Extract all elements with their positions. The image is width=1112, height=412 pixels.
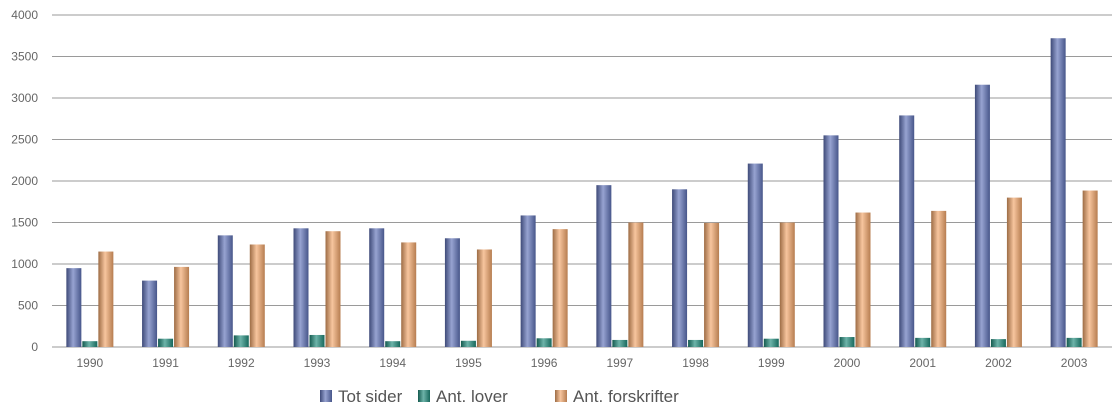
x-tick-label: 1995 xyxy=(455,356,482,370)
bar-tot-sider-1992 xyxy=(217,235,233,347)
bar-ant-forskrifter-2000 xyxy=(855,212,871,347)
bar-ant-lover-1991 xyxy=(158,338,174,347)
bar-tot-sider-1991 xyxy=(142,280,158,347)
x-tick-label: 1996 xyxy=(531,356,558,370)
bar-tot-sider-1994 xyxy=(369,228,385,347)
x-tick-label: 1998 xyxy=(682,356,709,370)
bar-ant-lover-1996 xyxy=(536,338,552,347)
y-tick-label: 1500 xyxy=(11,216,38,230)
legend-label: Ant. forskrifter xyxy=(573,387,679,406)
legend-swatch xyxy=(418,390,430,402)
legend-swatch xyxy=(555,390,567,402)
bar-ant-lover-1998 xyxy=(688,339,704,347)
bar-ant-lover-1992 xyxy=(233,335,249,347)
bar-ant-forskrifter-2003 xyxy=(1082,190,1098,347)
y-tick-label: 4000 xyxy=(11,8,38,22)
bar-ant-forskrifter-1992 xyxy=(249,244,265,347)
y-tick-label: 3000 xyxy=(11,91,38,105)
x-tick-label: 1997 xyxy=(607,356,634,370)
bar-tot-sider-1997 xyxy=(596,185,612,347)
x-tick-label: 1992 xyxy=(228,356,255,370)
bar-ant-forskrifter-2002 xyxy=(1006,197,1022,347)
bar-ant-lover-1994 xyxy=(385,341,401,347)
bar-ant-lover-1999 xyxy=(763,338,779,347)
bars xyxy=(66,38,1098,348)
y-axis-ticks: 0 500 1000 1500 2000 2500 3000 3500 4000 xyxy=(11,8,38,354)
x-tick-label: 2000 xyxy=(834,356,861,370)
x-tick-label: 1994 xyxy=(379,356,406,370)
y-tick-label: 1000 xyxy=(11,257,38,271)
y-tick-label: 3500 xyxy=(11,50,38,64)
y-tick-label: 2500 xyxy=(11,133,38,147)
legend-item: Ant. lover xyxy=(418,387,508,406)
bar-ant-forskrifter-2001 xyxy=(931,210,947,347)
bar-ant-lover-2000 xyxy=(839,337,855,347)
bar-ant-lover-1997 xyxy=(612,339,628,347)
bar-ant-forskrifter-1999 xyxy=(779,222,795,347)
x-tick-label: 2001 xyxy=(909,356,936,370)
bar-ant-forskrifter-1997 xyxy=(628,222,644,347)
x-tick-label: 2003 xyxy=(1061,356,1088,370)
gridlines xyxy=(52,14,1112,348)
bar-ant-forskrifter-1998 xyxy=(704,222,720,347)
x-tick-label: 1993 xyxy=(304,356,331,370)
x-tick-label: 1990 xyxy=(77,356,104,370)
bar-ant-lover-2002 xyxy=(990,339,1006,347)
bar-tot-sider-2001 xyxy=(899,115,915,348)
x-axis-ticks: 1990 1991 1992 1993 1994 1995 1996 1997 1998 1999… xyxy=(77,356,1088,370)
bar-tot-sider-1999 xyxy=(747,163,763,347)
legend-item: Ant. forskrifter xyxy=(555,387,679,406)
bar-ant-lover-2003 xyxy=(1066,337,1082,347)
bar-tot-sider-2000 xyxy=(823,135,839,347)
x-tick-label: 1999 xyxy=(758,356,785,370)
bar-ant-forskrifter-1994 xyxy=(401,242,417,347)
x-tick-label: 1991 xyxy=(152,356,179,370)
bar-ant-lover-2001 xyxy=(915,337,931,347)
bar-ant-lover-1995 xyxy=(460,340,476,347)
bar-ant-lover-1990 xyxy=(82,341,98,347)
bar-tot-sider-1995 xyxy=(444,238,460,347)
bar-tot-sider-2002 xyxy=(974,84,990,347)
bar-ant-forskrifter-1993 xyxy=(325,231,341,347)
legend: Tot sider Ant. lover Ant. forskrifter xyxy=(320,387,679,406)
y-tick-label: 500 xyxy=(18,299,38,313)
legend-item: Tot sider xyxy=(320,387,403,406)
bar-tot-sider-1990 xyxy=(66,268,82,347)
y-tick-label: 0 xyxy=(31,340,38,354)
bar-ant-forskrifter-1995 xyxy=(476,249,492,347)
bar-tot-sider-1993 xyxy=(293,228,309,347)
x-tick-label: 2002 xyxy=(985,356,1012,370)
legend-label: Tot sider xyxy=(338,387,403,406)
bar-ant-lover-1993 xyxy=(309,334,325,347)
legend-label: Ant. lover xyxy=(436,387,508,406)
bar-tot-sider-1998 xyxy=(672,189,688,347)
y-tick-label: 2000 xyxy=(11,174,38,188)
bar-tot-sider-2003 xyxy=(1050,38,1066,348)
bar-ant-forskrifter-1990 xyxy=(98,251,114,347)
bar-ant-forskrifter-1991 xyxy=(174,266,190,347)
bar-ant-forskrifter-1996 xyxy=(552,229,568,347)
bar-tot-sider-1996 xyxy=(520,215,536,347)
legend-swatch xyxy=(320,390,332,402)
